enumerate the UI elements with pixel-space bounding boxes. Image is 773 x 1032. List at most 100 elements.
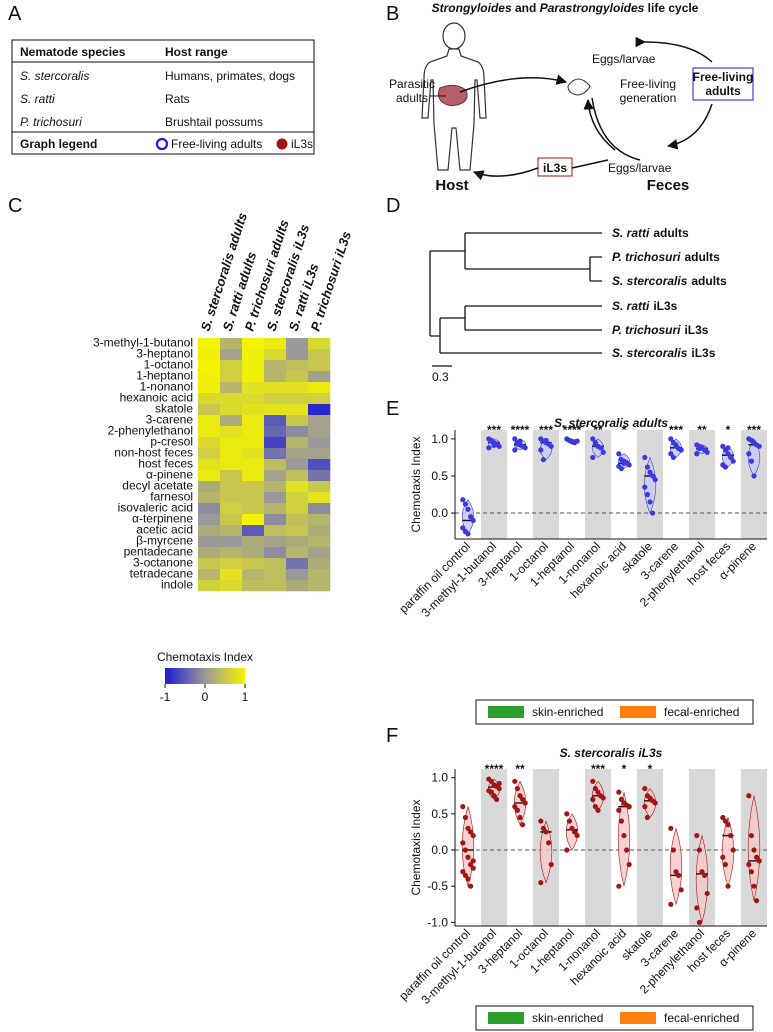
data-point (488, 438, 494, 444)
data-point (592, 804, 599, 810)
data-point (720, 814, 726, 821)
data-point (520, 822, 526, 828)
label-box (537, 157, 573, 177)
row-label: skatole (155, 402, 193, 416)
diagram-label: adults (396, 91, 428, 105)
data-point (468, 829, 474, 835)
data-point (626, 804, 632, 810)
heatmap-cell (286, 569, 309, 581)
significance: ** (593, 423, 603, 437)
diagram-title: Strongyloides and Parastrongyloides life… (432, 1, 699, 15)
heatmap-cell (308, 536, 331, 548)
heatmap-cell (220, 536, 243, 548)
data-point (644, 464, 651, 470)
data-point (512, 804, 518, 810)
heatmap-cell (220, 558, 243, 570)
data-point (488, 778, 494, 784)
heatmap-cell (220, 492, 243, 504)
row-label: 1-heptanol (136, 369, 193, 383)
arrow (473, 167, 539, 181)
legend-swatch (620, 1012, 656, 1024)
data-point (696, 847, 703, 853)
data-point (621, 832, 627, 839)
data-point (746, 861, 752, 868)
diagram-label: Eggs/larvae (592, 52, 656, 66)
heatmap-cell (308, 382, 331, 394)
data-point (696, 919, 703, 925)
heatmap-cell (220, 371, 243, 383)
data-point (650, 473, 656, 479)
data-point (488, 789, 494, 795)
diagram-label: generation (620, 91, 677, 105)
heatmap-cell (198, 547, 221, 559)
scale-label: 0.3 (432, 370, 449, 384)
data-point (748, 832, 755, 839)
heatmap-cell (308, 360, 331, 372)
diagram-label: Feces (647, 177, 690, 194)
heatmap-cell (242, 360, 265, 372)
data-point (644, 491, 651, 498)
data-point (702, 872, 708, 878)
legend-label: Free-living adults (171, 137, 262, 151)
row-label: indole (161, 578, 193, 592)
heatmap-cell (308, 415, 331, 427)
heatmap-cell (198, 558, 221, 570)
colorbar-tick-label: 0 (202, 690, 209, 704)
heatmap-cell (264, 481, 287, 493)
legend-swatch (488, 706, 524, 718)
heatmap-cell (264, 415, 287, 427)
data-point (756, 858, 762, 864)
heatmap-cell (286, 503, 309, 515)
data-point (642, 484, 648, 490)
data-point (725, 883, 731, 889)
heatmap-cell (220, 514, 243, 526)
data-point (642, 804, 648, 810)
data-point (694, 832, 700, 839)
heatmap-cell (286, 547, 309, 559)
data-point (468, 883, 474, 889)
significance: ** (697, 423, 707, 437)
heatmap-cell (242, 437, 265, 449)
data-point (626, 462, 632, 468)
heatmap-cell (198, 393, 221, 405)
data-point (754, 854, 760, 860)
heatmap-cell (242, 382, 265, 394)
heatmap-cell (286, 470, 309, 482)
data-point (465, 825, 471, 831)
heatmap-cell (286, 448, 309, 460)
data-point (595, 807, 601, 813)
heatmap-cell (198, 448, 221, 460)
data-point (465, 531, 471, 537)
label-box (692, 67, 754, 101)
data-point (460, 804, 466, 810)
table-border (11, 39, 315, 155)
legend-label: skin-enriched (532, 1011, 603, 1025)
tree-leaf-label: P. trichosuri iL3s (612, 323, 709, 337)
heatmap-cell (220, 448, 243, 460)
data-point (751, 883, 757, 889)
heatmap-cell (220, 338, 243, 350)
data-point (676, 872, 682, 878)
data-point (592, 785, 599, 792)
row-label: α-pinene (146, 468, 193, 482)
row-label: 3-methyl-1-butanol (93, 336, 193, 350)
diagram-label: Free-living (620, 77, 676, 91)
heatmap-cell (198, 481, 221, 493)
heatmap-cell (198, 536, 221, 548)
heatmap-cell (220, 382, 243, 394)
tree-leaf-label: P. trichosuri adults (612, 250, 720, 264)
heatmap-cell (286, 338, 309, 350)
heatmap-cell (286, 481, 309, 493)
leaf-stage: adults (691, 274, 727, 288)
panel-label: D (386, 195, 400, 217)
leaf-species: S. stercoralis (612, 274, 688, 288)
data-point (754, 898, 760, 904)
data-point (598, 445, 604, 451)
heatmap-cell (198, 492, 221, 504)
significance: *** (539, 423, 553, 437)
heatmap-cell (220, 393, 243, 405)
data-point (546, 840, 552, 846)
row-label: 2-phenylethanol (108, 424, 193, 438)
heatmap-cell (286, 437, 309, 449)
heatmap-cell (242, 580, 265, 592)
